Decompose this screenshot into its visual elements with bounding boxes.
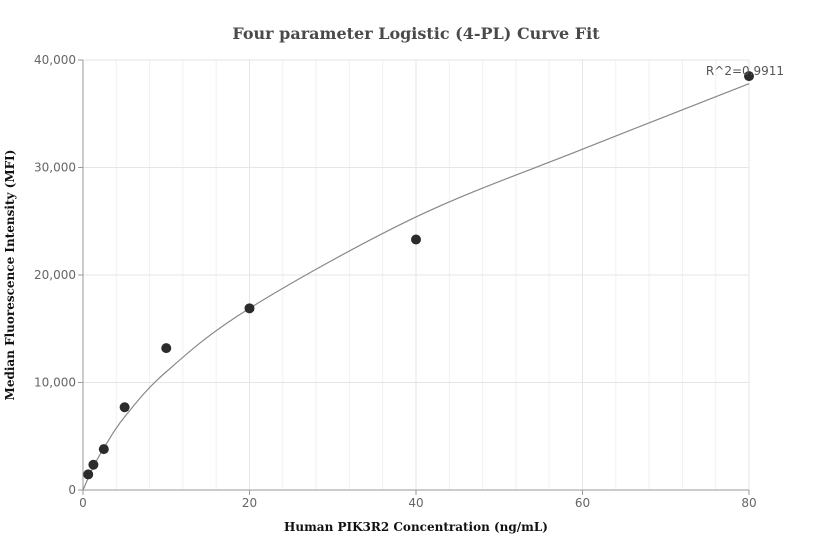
grid: [82, 59, 750, 491]
x-tick-label: 20: [242, 496, 257, 510]
y-tick-label: 0: [68, 483, 76, 497]
y-tick-label: 10,000: [34, 376, 76, 390]
y-tick-label: 30,000: [34, 161, 76, 175]
data-point: [83, 469, 94, 480]
data-point: [411, 234, 421, 245]
data-point: [119, 402, 130, 413]
data-point: [98, 444, 109, 455]
x-tick-label: 80: [741, 496, 756, 510]
y-axis-label: Median Fluorescence Intensity (MFI): [3, 150, 17, 401]
x-tick-label: 60: [575, 496, 590, 510]
data-point: [161, 343, 172, 354]
data-point: [244, 303, 255, 314]
data-point: [744, 71, 754, 82]
data-points: [83, 71, 754, 480]
x-tick-label: 0: [79, 496, 87, 510]
chart-title: Four parameter Logistic (4-PL) Curve Fit: [232, 24, 600, 43]
x-axis-label: Human PIK3R2 Concentration (ng/mL): [284, 520, 548, 534]
r-squared-annotation: R^2=0.9911: [706, 64, 784, 78]
data-point: [88, 459, 99, 470]
x-tick-label: 40: [408, 496, 423, 510]
axes: 0 20 40 60 80 0 10,000 20,000 30,000 40,000: [34, 53, 757, 510]
y-tick-label: 20,000: [34, 268, 76, 282]
y-tick-label: 40,000: [34, 53, 76, 67]
